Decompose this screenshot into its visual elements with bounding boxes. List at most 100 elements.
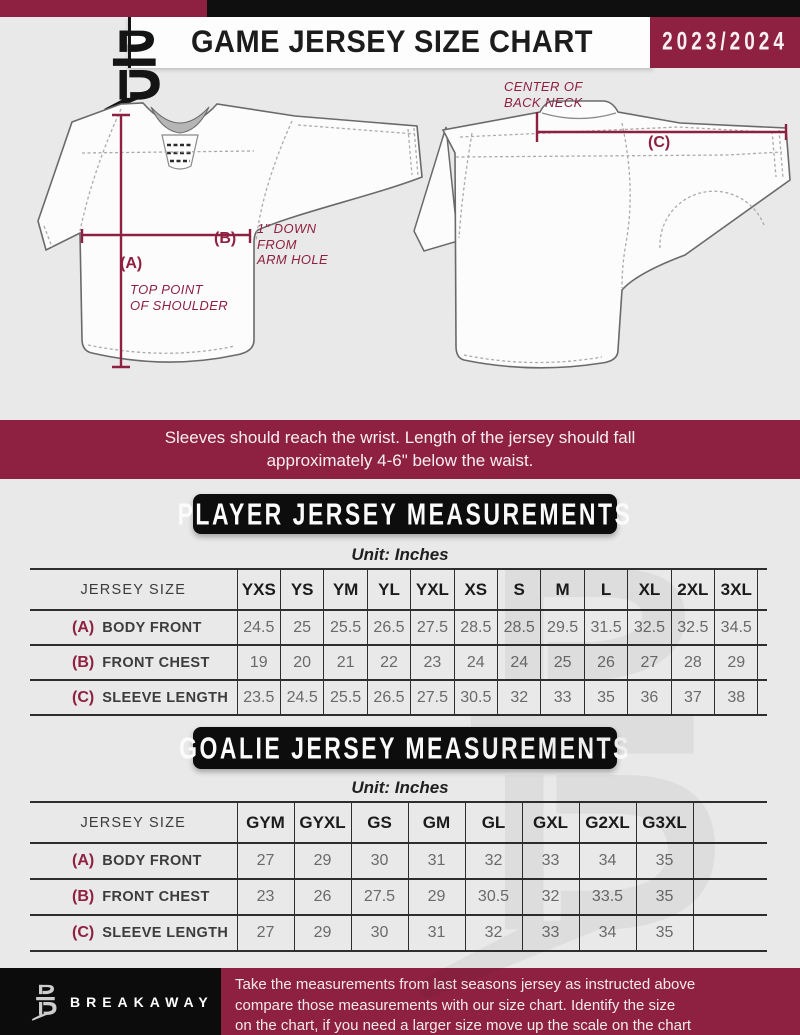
value-cell: 25.5: [323, 680, 368, 716]
measure-a-note-line1: TOP POINT: [130, 282, 203, 297]
ext-cell: [757, 610, 767, 646]
goalie-body-front-row: (A) BODY FRONT 27 29 30 31 32 33 34 35: [30, 843, 767, 880]
size-col: YXS: [236, 569, 281, 611]
measure-c-note-line1: CENTER OF: [504, 79, 583, 94]
value-cell: 33.5: [578, 879, 636, 916]
value-cell: 35: [635, 879, 693, 916]
row-key: (A): [72, 618, 95, 636]
value-cell: 36: [627, 680, 672, 716]
value-cell: 38: [714, 680, 758, 716]
value-cell: 32.5: [627, 610, 672, 646]
value-cell: 32: [521, 879, 579, 916]
value-cell: 35: [583, 680, 628, 716]
value-cell: 29: [293, 915, 351, 952]
goalie-size-header-row: JERSEY SIZE GYM GYXL GS GM GL GXL G2XL G…: [30, 802, 767, 844]
value-cell: 23: [236, 879, 294, 916]
player-front-chest-row: (B) FRONT CHEST 19 20 21 22 23 24 24 25 2…: [30, 645, 767, 681]
top-accent-bar-maroon: [0, 0, 207, 17]
value-cell: 30: [350, 843, 408, 880]
measurement-lines-overlay: [80, 112, 788, 369]
value-cell: 24.5: [279, 680, 324, 716]
value-cell: 24.5: [236, 610, 281, 646]
size-col: 3XL: [714, 569, 758, 611]
size-col: YL: [366, 569, 411, 611]
player-measurements-table: JERSEY SIZE YXS YS YM YL YXL XS S M L XL…: [30, 568, 767, 716]
player-unit-label: Unit: Inches: [351, 545, 449, 564]
value-cell: 19: [236, 645, 281, 681]
row-key: (B): [72, 653, 95, 671]
value-cell: 32: [464, 915, 522, 952]
measure-b-note-line3: ARM HOLE: [257, 252, 329, 267]
page-title: GAME JERSEY SIZE CHART: [190, 24, 594, 60]
size-col: XS: [453, 569, 498, 611]
value-cell: 28.5: [497, 610, 541, 646]
row-label-cell: (B) FRONT CHEST: [30, 645, 238, 681]
row-label: BODY FRONT: [102, 619, 202, 636]
footer-note-line1: Take the measurements from last seasons …: [235, 976, 696, 993]
value-cell: 32.5: [670, 610, 715, 646]
ext-cell: [757, 645, 767, 681]
row-key: (C): [72, 924, 95, 941]
goalie-unit-label: Unit: Inches: [351, 778, 449, 797]
row-label: BODY FRONT: [102, 853, 202, 869]
size-col: G3XL: [635, 802, 693, 844]
value-cell: 33: [521, 915, 579, 952]
size-col: S: [497, 569, 541, 611]
value-cell: 28: [670, 645, 715, 681]
ext-cell: [757, 569, 767, 611]
value-cell: 28.5: [453, 610, 498, 646]
goalie-section-title: GOALIE JERSEY MEASUREMENTS: [179, 730, 631, 765]
measure-c-key: (C): [648, 134, 671, 151]
value-cell: 26.5: [366, 610, 411, 646]
value-cell: 27.5: [410, 680, 455, 716]
value-cell: 26.5: [366, 680, 411, 716]
value-cell: 34.5: [714, 610, 758, 646]
fit-notice-line2: approximately 4-6" below the waist.: [266, 450, 534, 470]
player-section-title: PLAYER JERSEY MEASUREMENTS: [177, 496, 633, 531]
measure-a-note: TOP POINT OF SHOULDER: [130, 282, 228, 313]
ext-cell: [692, 879, 767, 916]
size-col: L: [583, 569, 628, 611]
value-cell: 27: [627, 645, 672, 681]
value-cell: 34: [578, 915, 636, 952]
value-cell: 23.5: [236, 680, 281, 716]
value-cell: 25: [279, 610, 324, 646]
value-cell: 21: [323, 645, 368, 681]
row-label-cell: (A) BODY FRONT: [30, 843, 237, 880]
value-cell: 23: [410, 645, 455, 681]
goalie-sleeve-length-row: (C) SLEEVE LENGTH 27 29 30 31 32 33 34 35: [30, 915, 767, 952]
measure-a-note-line2: OF SHOULDER: [130, 297, 229, 313]
row-key: (C): [72, 688, 95, 706]
value-cell: 24: [453, 645, 498, 681]
fit-notice-banner: Sleeves should reach the wrist. Length o…: [0, 420, 800, 479]
value-cell: 31: [407, 915, 465, 952]
value-cell: 24: [497, 645, 541, 681]
value-cell: 35: [635, 843, 693, 880]
goalie-front-chest-row: (B) FRONT CHEST 23 26 27.5 29 30.5 32 33.…: [30, 879, 767, 916]
season-label: 2023/2024: [662, 28, 788, 56]
size-col: YXL: [410, 569, 455, 611]
value-cell: 32: [497, 680, 541, 716]
value-cell: 29: [293, 843, 351, 880]
goalie-section-banner: GOALIE JERSEY MEASUREMENTS: [179, 727, 628, 769]
ext-cell: [757, 680, 767, 716]
row-label-cell: (C) SLEEVE LENGTH: [30, 915, 237, 952]
size-col: GYM: [236, 802, 294, 844]
value-cell: 31.5: [583, 610, 628, 646]
value-cell: 29.5: [540, 610, 585, 646]
size-col: 2XL: [670, 569, 715, 611]
footer-brand-panel: [0, 968, 221, 1035]
player-section-banner: PLAYER JERSEY MEASUREMENTS: [178, 494, 630, 534]
measure-c-note: CENTER OF BACK NECK: [504, 79, 583, 110]
row-label: SLEEVE LENGTH: [102, 689, 229, 706]
value-cell: 30.5: [453, 680, 498, 716]
value-cell: 27.5: [410, 610, 455, 646]
value-cell: 26: [583, 645, 628, 681]
measure-a-key: (A): [120, 255, 143, 272]
fit-notice-line1: Sleeves should reach the wrist. Length o…: [164, 428, 636, 447]
size-col: GXL: [521, 802, 579, 844]
size-col: YM: [323, 569, 368, 611]
row-key: (A): [72, 852, 95, 869]
footer-note-line2: compare those measurements with our size…: [235, 996, 676, 1014]
